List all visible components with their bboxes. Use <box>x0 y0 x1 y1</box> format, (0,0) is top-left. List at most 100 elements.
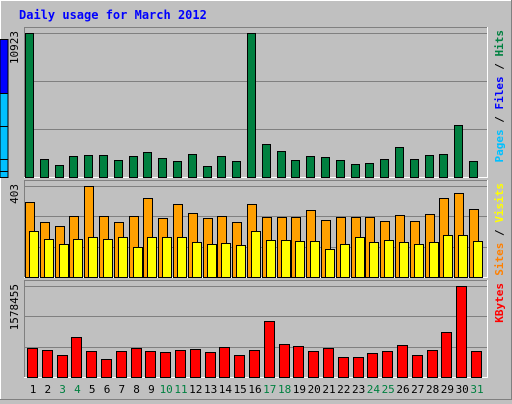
bar-sites-day-27 <box>414 244 424 278</box>
x-tick-label: 3 <box>59 383 66 396</box>
bar-sites-day-29 <box>443 235 453 278</box>
bar-kbytes-day-7 <box>116 351 127 378</box>
bar-sites-day-10 <box>162 237 172 278</box>
bar-kbytes-day-12 <box>190 349 201 378</box>
bar-sites-day-18 <box>281 240 291 278</box>
bar-kbytes-day-18 <box>279 344 290 378</box>
x-tick-label: 2 <box>44 383 51 396</box>
bar-kbytes-day-23 <box>353 357 364 378</box>
panel-visits-sites: 403 Sites / Visits <box>8 180 506 278</box>
bar-kbytes-day-28 <box>427 350 438 378</box>
bar-kbytes-day-1 <box>27 348 38 378</box>
x-tick-label: 27 <box>411 383 424 396</box>
bar-hits-day-25 <box>380 159 389 178</box>
bar-sites-day-23 <box>355 237 365 278</box>
series-axis-label-part: Hits <box>493 30 506 57</box>
x-tick-label: 19 <box>293 383 306 396</box>
series-sites <box>29 231 483 278</box>
bar-hits-day-8 <box>129 156 138 178</box>
bar-kbytes-day-14 <box>219 347 230 378</box>
bar-sites-day-13 <box>207 244 217 278</box>
bar-kbytes-day-24 <box>367 353 378 378</box>
bar-hits-day-24 <box>365 163 374 178</box>
bar-hits-day-10 <box>158 158 167 178</box>
bar-sites-day-3 <box>59 244 69 278</box>
series-axis-label-part: Files <box>493 76 506 109</box>
series-axis-label-part: Pages <box>493 129 506 162</box>
series-axis-label-part: Sites <box>493 243 506 276</box>
bar-hits-day-23 <box>351 164 360 178</box>
bar-sites-day-2 <box>44 239 54 278</box>
bar-kbytes-day-20 <box>308 351 319 378</box>
bar-sites-day-11 <box>177 237 187 278</box>
x-tick-label: 30 <box>456 383 469 396</box>
x-tick-label: 23 <box>352 383 365 396</box>
bar-sites-day-6 <box>103 239 113 278</box>
chart-title: Daily usage for March 2012 <box>19 8 207 22</box>
bar-kbytes-day-16 <box>249 350 260 378</box>
y-max-tick-label: 1578455 <box>8 284 21 330</box>
panel-hits-files-pages: 10923 Pages / Files / Hits <box>0 27 506 178</box>
x-tick-label: 17 <box>263 383 276 396</box>
bar-kbytes-day-17 <box>264 321 275 378</box>
bar-hits-day-22 <box>336 160 345 178</box>
bar-sites-day-24 <box>369 242 379 278</box>
bar-hits-day-27 <box>410 159 419 178</box>
bar-hits-day-11 <box>173 161 182 178</box>
series-axis-label: Sites / Visits <box>493 183 506 276</box>
bar-sites-day-17 <box>266 240 276 278</box>
bar-hits-day-21 <box>321 157 330 178</box>
bar-sites-day-16 <box>251 231 261 278</box>
x-tick-label: 1 <box>30 383 37 396</box>
bar-kbytes-day-4 <box>71 337 82 378</box>
bar-sites-day-15 <box>236 245 246 278</box>
bar-sites-day-4 <box>73 239 83 278</box>
bar-hits-day-28 <box>425 155 434 178</box>
bar-kbytes-day-21 <box>323 348 334 378</box>
bar-hits-day-18 <box>277 151 286 178</box>
bar-kbytes-day-13 <box>205 352 216 378</box>
bar-kbytes-day-19 <box>293 346 304 378</box>
bar-hits-day-4 <box>69 156 78 178</box>
y-max-tick-label: 403 <box>8 184 21 204</box>
bar-sites-day-25 <box>384 240 394 278</box>
panel-kbytes: 1578455 KBytes <box>8 280 506 378</box>
series-axis-label-part: KBytes <box>493 283 506 323</box>
bar-sites-day-8 <box>133 247 143 278</box>
series-hits <box>25 33 478 178</box>
bar-hits-day-14 <box>217 156 226 178</box>
bar-hits-day-5 <box>84 155 93 178</box>
bar-kbytes-day-22 <box>338 357 349 378</box>
bar-kbytes-day-25 <box>382 351 393 378</box>
x-tick-label: 22 <box>337 383 350 396</box>
bar-hits-day-20 <box>306 156 315 178</box>
bar-kbytes-day-10 <box>160 352 171 378</box>
bar-sites-day-9 <box>147 237 157 278</box>
bar-sites-day-1 <box>29 231 39 278</box>
bar-sites-day-7 <box>118 237 128 278</box>
x-tick-label: 11 <box>174 383 187 396</box>
bar-sites-day-28 <box>429 242 439 278</box>
bar-sites-day-30 <box>458 235 468 278</box>
bar-kbytes-day-8 <box>131 348 142 378</box>
x-tick-label: 10 <box>160 383 173 396</box>
bar-kbytes-day-9 <box>145 351 156 378</box>
bar-hits-day-29 <box>439 154 448 178</box>
x-tick-label: 25 <box>382 383 395 396</box>
series-axis-label: Pages / Files / Hits <box>493 30 506 163</box>
x-tick-label: 7 <box>118 383 125 396</box>
bar-sites-day-21 <box>325 249 335 278</box>
bar-sites-day-22 <box>340 244 350 278</box>
x-tick-label: 18 <box>278 383 291 396</box>
series-axis-label-part: / <box>493 223 506 243</box>
bar-kbytes-day-29 <box>441 332 452 378</box>
bar-hits-day-16 <box>247 33 256 178</box>
x-tick-label: 8 <box>133 383 140 396</box>
bar-sites-day-14 <box>221 243 231 278</box>
bar-kbytes-day-6 <box>101 359 112 378</box>
x-tick-label: 5 <box>89 383 96 396</box>
x-tick-label: 15 <box>234 383 247 396</box>
bar-hits-day-9 <box>143 152 152 178</box>
bar-kbytes-day-3 <box>57 355 68 378</box>
